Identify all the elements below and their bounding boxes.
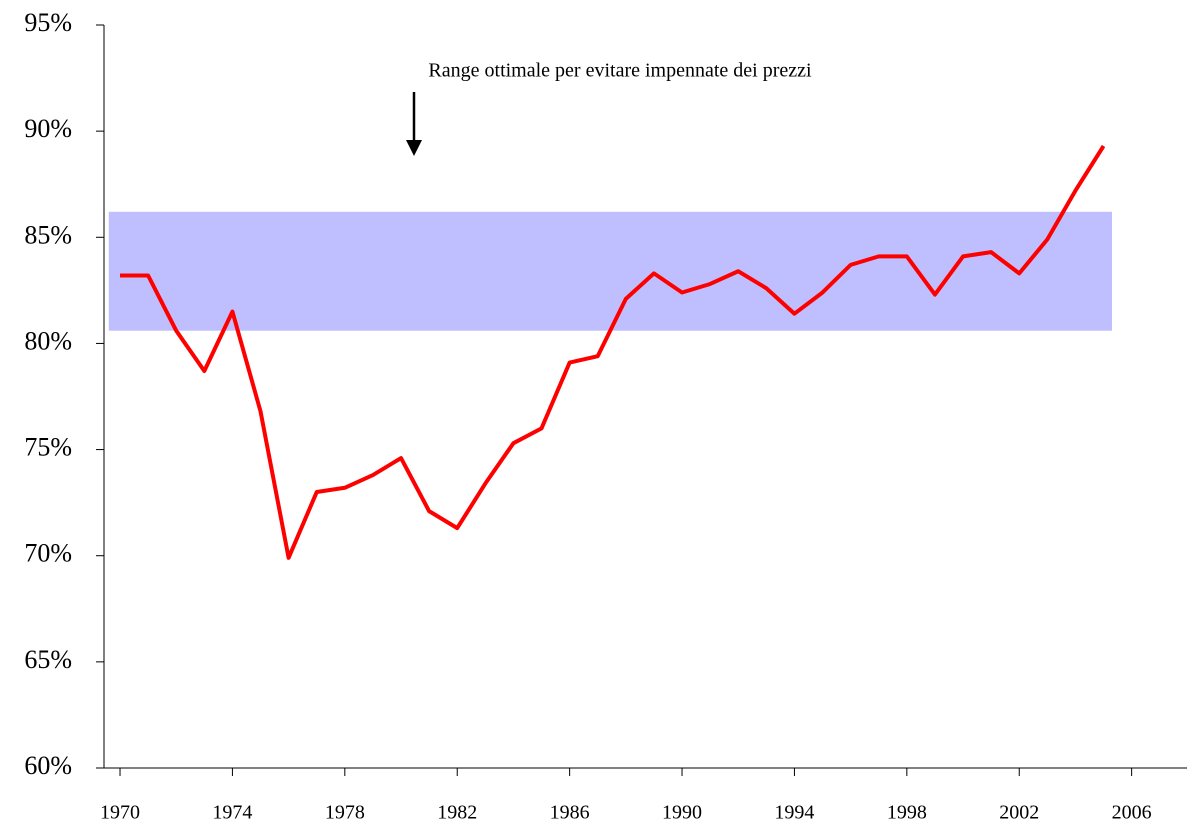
- y-tick-label: 75%: [24, 433, 72, 462]
- x-tick-label: 1982: [437, 802, 477, 824]
- x-tick-label: 1998: [887, 802, 927, 824]
- x-tick-label: 1974: [212, 802, 252, 824]
- y-tick-label: 80%: [24, 326, 72, 355]
- annotation-arrowhead: [406, 140, 422, 156]
- y-tick-label: 90%: [24, 114, 72, 143]
- y-tick-label: 60%: [24, 751, 72, 780]
- x-tick-label: 1990: [662, 802, 702, 824]
- x-tick-label: 1986: [550, 802, 590, 824]
- y-tick-label: 65%: [24, 645, 72, 674]
- x-tick-label: 1978: [325, 802, 365, 824]
- y-tick-label: 70%: [24, 539, 72, 568]
- y-tick-label: 95%: [24, 8, 72, 37]
- data-line: [120, 144, 1106, 560]
- x-tick-label: 2006: [1112, 802, 1152, 824]
- x-tick-label: 1994: [774, 802, 814, 824]
- annotation: Range ottimale per evitare impennate dei…: [428, 60, 812, 82]
- optimal-band: [108, 211, 1112, 331]
- x-tick-label: 2002: [999, 802, 1039, 824]
- x-tick-label: 1970: [100, 802, 140, 824]
- y-tick-label: 85%: [24, 220, 72, 249]
